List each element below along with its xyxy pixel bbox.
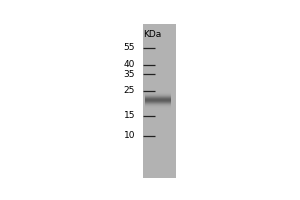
Bar <box>145 95 171 96</box>
Text: KDa: KDa <box>143 30 161 39</box>
Text: 55: 55 <box>124 43 135 52</box>
Bar <box>145 107 171 108</box>
Bar <box>145 98 171 99</box>
Text: 15: 15 <box>124 111 135 120</box>
Bar <box>143 24 176 178</box>
Bar <box>145 102 171 103</box>
Bar <box>145 108 171 109</box>
Bar <box>145 100 171 101</box>
Bar <box>145 97 171 98</box>
Bar <box>145 96 171 97</box>
Bar <box>145 94 171 95</box>
Text: 10: 10 <box>124 131 135 140</box>
Bar <box>145 106 171 107</box>
Bar <box>145 90 171 91</box>
Bar <box>145 104 171 105</box>
Bar <box>145 109 171 110</box>
Text: 25: 25 <box>124 86 135 95</box>
Bar <box>145 91 171 92</box>
Bar <box>145 92 171 93</box>
Bar <box>145 105 171 106</box>
Text: 35: 35 <box>124 70 135 79</box>
Bar <box>145 93 171 94</box>
Bar <box>145 99 171 100</box>
Bar <box>145 101 171 102</box>
Text: 40: 40 <box>124 60 135 69</box>
Bar <box>145 103 171 104</box>
